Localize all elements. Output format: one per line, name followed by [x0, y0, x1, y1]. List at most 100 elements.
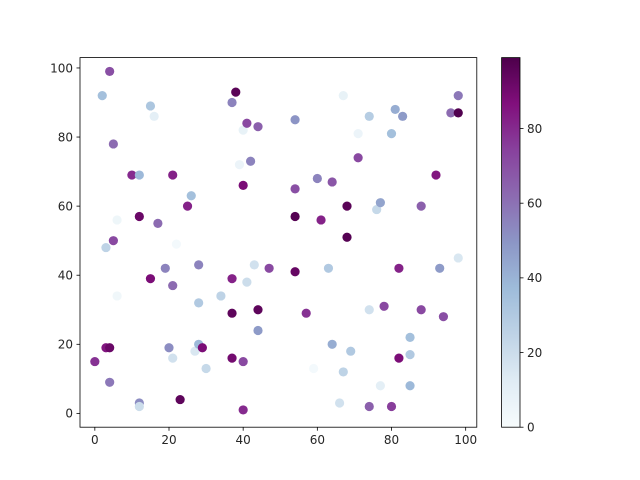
scatter-point: [105, 343, 115, 353]
scatter-point: [405, 350, 415, 360]
scatter-point: [238, 356, 248, 367]
scatter-point: [112, 291, 122, 301]
y-tick-label: 100: [50, 61, 73, 75]
x-tick-label: 80: [384, 433, 399, 447]
scatter-point: [290, 267, 300, 277]
scatter-point: [216, 291, 226, 301]
scatter-point: [249, 260, 259, 270]
scatter-point: [446, 108, 456, 118]
scatter-point: [290, 211, 300, 222]
scatter-point: [134, 401, 144, 412]
scatter-point: [386, 128, 397, 139]
scatter-point: [108, 139, 118, 149]
axes-frame: [79, 57, 478, 428]
scatter-point: [398, 111, 408, 121]
scatter-point: [390, 104, 400, 115]
scatter-point: [238, 125, 248, 135]
scatter-point: [145, 101, 156, 111]
scatter-point: [168, 353, 178, 363]
scatter-point: [182, 201, 193, 211]
scatter-point: [346, 346, 356, 356]
scatter-point: [97, 90, 107, 101]
scatter-point: [201, 363, 211, 374]
scatter-point: [194, 298, 204, 308]
scatter-point: [153, 218, 163, 229]
scatter-point: [127, 170, 137, 180]
y-tick-label: 80: [58, 130, 73, 144]
colorbar-tick-label: 40: [527, 271, 542, 285]
colorbar-tick-label: 20: [527, 346, 542, 360]
scatter-point: [338, 367, 348, 377]
scatter-point: [416, 201, 426, 211]
scatter-point: [149, 111, 159, 121]
scatter-point: [168, 170, 178, 180]
scatter-point: [405, 332, 415, 342]
scatter-point: [253, 122, 263, 132]
scatter-point: [253, 325, 263, 336]
y-tick-label: 60: [58, 199, 73, 213]
scatter-point: [416, 305, 426, 315]
scatter-point: [438, 312, 449, 322]
scatter-point: [394, 353, 404, 363]
scatter-point: [134, 170, 144, 180]
colorbar-ticks: 0 20 40 60 80: [520, 122, 542, 435]
scatter-point: [175, 394, 185, 405]
scatter-point: [238, 405, 248, 415]
scatter-point: [431, 170, 441, 180]
scatter-point: [171, 239, 182, 249]
scatter-point: [453, 108, 463, 118]
scatter-point: [375, 381, 385, 391]
x-tick-label: 100: [454, 433, 477, 447]
scatter-point: [253, 305, 263, 315]
y-tick-label: 0: [65, 407, 73, 421]
scatter-point: [112, 215, 122, 225]
x-tick-label: 20: [161, 433, 176, 447]
points-layer: [90, 66, 463, 415]
colorbar-gradient: [501, 57, 521, 428]
scatter-point: [301, 308, 311, 318]
scatter-point: [375, 198, 385, 208]
scatter-point: [231, 87, 241, 97]
scatter-point: [101, 242, 111, 253]
scatter-point: [234, 160, 245, 170]
scatter-point: [316, 215, 326, 225]
scatter-point: [190, 346, 200, 356]
scatter-point: [364, 401, 374, 412]
x-tick-label: 0: [91, 433, 99, 447]
scatter-point: [242, 277, 252, 287]
x-tick-label: 60: [310, 433, 325, 447]
scatter-point: [364, 305, 374, 315]
y-axis-ticks: 0 20 40 60 80 100: [50, 61, 80, 421]
colorbar-tick-label: 60: [527, 197, 542, 211]
y-tick-label: 20: [58, 338, 73, 352]
scatter-point: [105, 377, 115, 387]
scatter-point: [134, 211, 144, 222]
scatter-point: [168, 280, 178, 291]
scatter-point: [353, 128, 363, 139]
plot-area: 0 20 40 60 80 100 0 20 40 60 80 100: [50, 57, 478, 447]
y-tick-label: 40: [58, 269, 73, 283]
scatter-point: [264, 263, 274, 273]
scatter-point: [327, 177, 337, 187]
scatter-point: [194, 260, 204, 270]
scatter-point: [386, 401, 397, 412]
scatter-point: [394, 263, 404, 273]
scatter-point: [227, 274, 237, 284]
scatter-point: [145, 274, 156, 284]
scatter-point: [435, 263, 445, 273]
scatter-point: [197, 343, 207, 353]
scatter-point: [238, 180, 248, 191]
scatter-point: [160, 263, 170, 273]
scatter-point: [453, 90, 463, 101]
scatter-point: [353, 153, 363, 163]
scatter-point: [105, 66, 115, 77]
scatter-point: [379, 301, 389, 311]
scatter-point: [342, 232, 352, 242]
scatter-point: [327, 339, 337, 349]
x-tick-label: 40: [236, 433, 251, 447]
scatter-point: [227, 308, 237, 318]
scatter-point: [186, 191, 196, 201]
scatter-point: [312, 173, 322, 184]
colorbar: 0 20 40 60 80: [501, 57, 542, 435]
